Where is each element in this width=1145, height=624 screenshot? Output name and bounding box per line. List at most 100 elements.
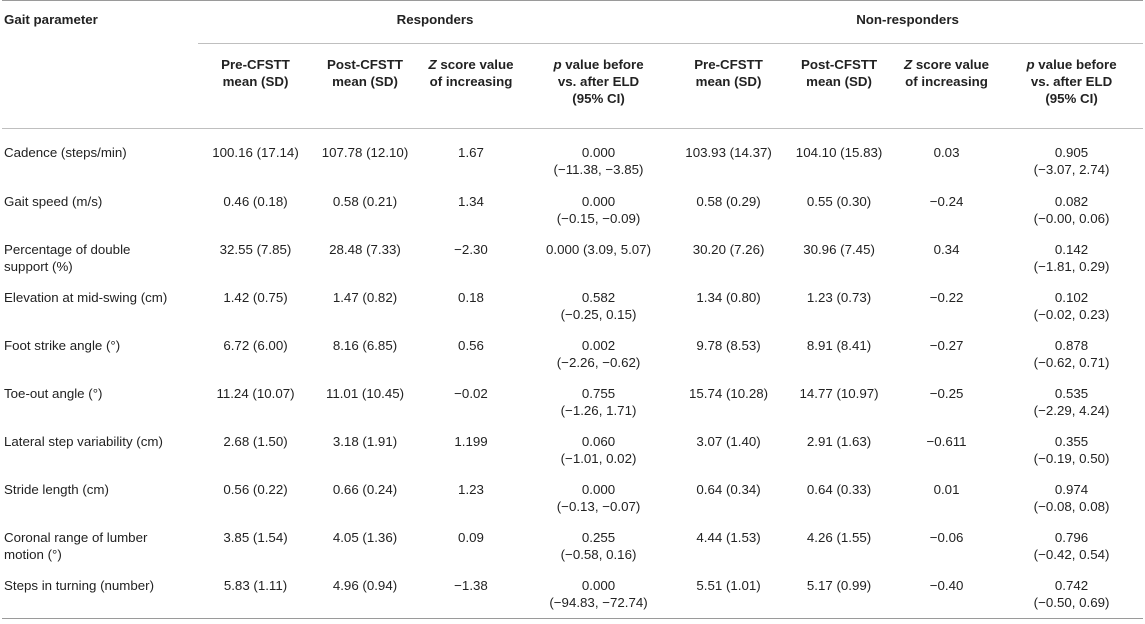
- header-text: mean (SD): [695, 74, 762, 89]
- table-row: Coronal range of lumber motion (°) 3.85 (…: [2, 523, 1143, 571]
- cell-n-z: 0.34: [933, 241, 960, 257]
- cell-n-z: −0.24: [929, 193, 964, 209]
- cell-text: (−11.38, −3.85): [553, 162, 644, 177]
- cell-r-pre: 5.83 (1.11): [223, 577, 288, 593]
- cell-text: 0.082: [1054, 193, 1089, 209]
- cell-n-pre: 103.93 (14.37): [685, 145, 772, 160]
- cell-r-p: 0.002 (−2.26, −0.62): [525, 331, 672, 379]
- cell-text: (−94.83, −72.74): [549, 594, 648, 610]
- cell-n-pre: 15.74 (10.28): [688, 385, 769, 401]
- cell-r-pre: 0.56 (0.22): [223, 481, 288, 497]
- cell-n-post: 5.17 (0.99): [806, 577, 872, 593]
- cell-n-z: 0.01: [933, 481, 960, 497]
- cell-text: (−0.42, 0.54): [1033, 546, 1110, 562]
- cell-n-z: −0.22: [929, 289, 964, 305]
- cell-param: Toe-out angle (°): [4, 385, 103, 401]
- cell-text: 0.002: [581, 337, 616, 353]
- cell-n-pre: 3.07 (1.40): [696, 433, 761, 449]
- cell-text: 0.000: [581, 145, 616, 160]
- cell-text: 0.582: [581, 289, 616, 305]
- cell-n-z: −0.611: [926, 433, 967, 449]
- header-text: of increasing: [429, 74, 513, 89]
- cell-r-pre: 11.24 (10.07): [216, 385, 295, 401]
- cell-text: (−0.00, 0.06): [1033, 210, 1110, 226]
- col-header-n-pre: Pre-CFSTT mean (SD): [672, 43, 786, 129]
- cell-r-p: 0.755 (−1.26, 1.71): [525, 379, 672, 427]
- cell-text: 0.142: [1054, 241, 1089, 257]
- cell-text: 0.102: [1054, 289, 1089, 305]
- cell-param: Stride length (cm): [4, 481, 109, 497]
- header-text: p: [1026, 57, 1035, 72]
- cell-text: (−0.62, 0.71): [1033, 354, 1110, 370]
- cell-text: (−0.50, 0.69): [1033, 594, 1110, 610]
- cell-text: 0.755: [581, 385, 616, 401]
- group-header-non-responders: Non-responders: [672, 0, 1144, 44]
- col-header-gait-parameter: Gait parameter: [2, 0, 198, 44]
- col-header-empty: [2, 43, 198, 129]
- header-row-columns: Pre-CFSTT mean (SD) Post-CFSTT mean (SD) Z…: [2, 43, 1144, 129]
- cell-text: Percentage of double: [4, 241, 131, 257]
- cell-text: 0.000: [581, 577, 616, 593]
- cell-text: 0.535: [1054, 385, 1089, 401]
- cell-param: Foot strike angle (°): [4, 337, 121, 353]
- cell-text: 0.796: [1054, 529, 1089, 545]
- col-header-r-pre: Pre-CFSTT mean (SD): [198, 43, 313, 129]
- cell-n-z: −0.40: [929, 577, 964, 593]
- header-text: mean (SD): [332, 74, 398, 89]
- cell-n-p: 0.535 (−2.29, 4.24): [1000, 379, 1143, 427]
- cell-text: (−2.29, 4.24): [1033, 402, 1110, 418]
- cell-r-p: 0.000 (−0.15, −0.09): [525, 187, 672, 235]
- header-text: mean (SD): [806, 74, 872, 89]
- cell-param: Steps in turning (number): [4, 577, 155, 593]
- header-text: (95% CI): [1045, 91, 1098, 106]
- cell-text: 0.878: [1054, 337, 1089, 353]
- cell-n-pre: 4.44 (1.53): [696, 529, 761, 545]
- cell-r-post: 4.05 (1.36): [332, 529, 398, 545]
- cell-r-z: 0.56: [458, 337, 484, 353]
- table-row: Steps in turning (number) 5.83 (1.11) 4.…: [2, 571, 1144, 619]
- header-text: mean (SD): [222, 74, 289, 89]
- cell-n-z: 0.03: [933, 145, 960, 160]
- cell-text: (−0.15, −0.09): [556, 210, 641, 226]
- header-text: vs. after ELD: [557, 74, 640, 89]
- cell-n-p: 0.974 (−0.08, 0.08): [1000, 475, 1143, 523]
- header-text: value before: [1034, 57, 1117, 72]
- cell-r-pre: 32.55 (7.85): [219, 241, 292, 257]
- cell-n-p: 0.142 (−1.81, 0.29): [1000, 235, 1143, 283]
- cell-r-post: 3.18 (1.91): [332, 433, 398, 449]
- cell-r-post: 28.48 (7.33): [329, 241, 401, 257]
- header-text: score value: [436, 57, 514, 72]
- cell-text: (−1.01, 0.02): [560, 450, 637, 466]
- cell-text: 0.000: [581, 193, 616, 209]
- header-text: Post-CFSTT: [801, 57, 878, 72]
- cell-r-pre: 3.85 (1.54): [223, 529, 288, 545]
- cell-r-p: 0.000 (−0.13, −0.07): [525, 475, 672, 523]
- cell-n-p: 0.082 (−0.00, 0.06): [1000, 187, 1143, 235]
- cell-r-p: 0.000 (−11.38, −3.85): [525, 129, 672, 187]
- cell-text: (−2.26, −0.62): [556, 354, 641, 370]
- cell-n-p: 0.102 (−0.02, 0.23): [1000, 283, 1143, 331]
- cell-n-z: −0.25: [929, 385, 964, 401]
- cell-r-post: 4.96 (0.94): [332, 577, 398, 593]
- cell-r-z: 0.18: [458, 289, 484, 305]
- cell-n-post: 8.91 (8.41): [806, 337, 872, 353]
- cell-text: (−0.58, 0.16): [560, 546, 637, 562]
- cell-n-p: 0.878 (−0.62, 0.71): [1000, 331, 1143, 379]
- cell-param: Elevation at mid-swing (cm): [4, 289, 168, 305]
- cell-r-z: 1.67: [458, 145, 484, 160]
- cell-n-post: 0.64 (0.33): [806, 481, 872, 497]
- cell-r-pre: 2.68 (1.50): [223, 433, 288, 449]
- cell-n-post: 0.55 (0.30): [806, 193, 872, 209]
- cell-r-p: 0.255 (−0.58, 0.16): [525, 523, 672, 571]
- cell-r-z: −1.38: [454, 577, 488, 593]
- cell-text: 0.355: [1054, 433, 1089, 449]
- cell-text: (−3.07, 2.74): [1033, 162, 1110, 177]
- col-header-n-p: p value before vs. after ELD (95% CI): [1000, 43, 1144, 129]
- cell-r-p: 0.582 (−0.25, 0.15): [525, 283, 672, 331]
- cell-n-z: −0.06: [929, 529, 964, 545]
- cell-n-pre: 1.34 (0.80): [696, 289, 761, 305]
- cell-r-pre: 6.72 (6.00): [223, 337, 288, 353]
- table-row: Stride length (cm) 0.56 (0.22) 0.66 (0.2…: [2, 475, 1143, 523]
- cell-r-pre: 100.16 (17.14): [212, 145, 299, 160]
